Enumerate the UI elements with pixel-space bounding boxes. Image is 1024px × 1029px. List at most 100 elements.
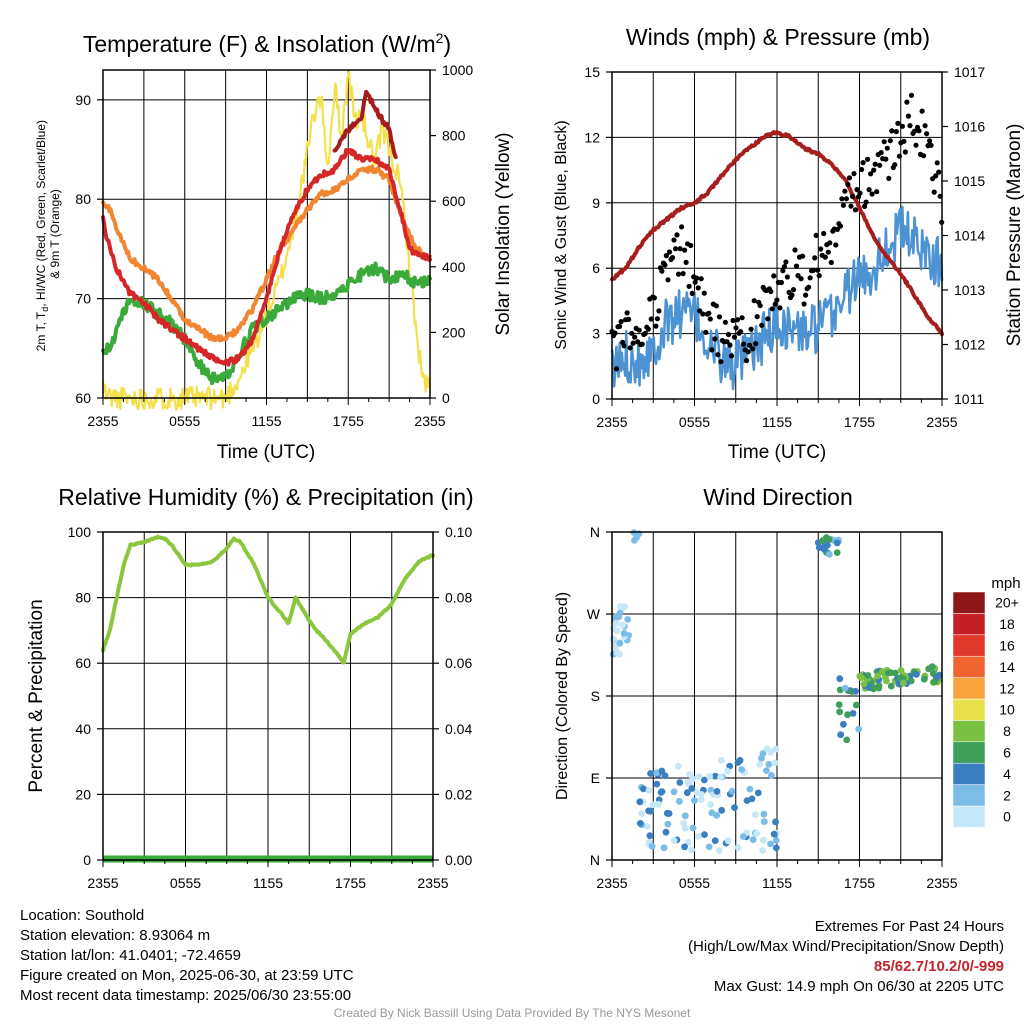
direction-point — [658, 788, 666, 795]
gust-point — [859, 166, 865, 173]
temperature-title: Temperature (F) & Insolation (W/m2) — [83, 30, 451, 57]
gust-point — [793, 263, 800, 269]
gust-point — [617, 323, 623, 329]
direction-point — [617, 603, 624, 610]
direction-point — [706, 773, 713, 780]
gust-point — [653, 323, 659, 329]
gust-point — [815, 267, 821, 273]
gust-point — [769, 306, 775, 312]
direction-point — [649, 801, 657, 809]
gust-point — [771, 273, 777, 279]
gust-point — [744, 357, 750, 364]
legend-label: 4 — [1003, 766, 1011, 782]
gust-point — [659, 268, 665, 274]
gust-point — [701, 290, 707, 296]
gust-point — [928, 142, 934, 148]
y-tick-label: 80 — [75, 191, 91, 207]
y2-tick-label: 800 — [442, 128, 466, 144]
gust-point — [757, 302, 763, 309]
gust-point — [747, 342, 753, 348]
speed-legend: mph 0 2 4 6 8 10 12 14 16 18 20+ — [952, 575, 1021, 828]
y-tick-label: 80 — [75, 590, 91, 606]
y2-tick-label: 1012 — [954, 337, 985, 353]
direction-point — [855, 725, 863, 733]
legend-swatch — [952, 655, 986, 678]
direction-point — [646, 832, 654, 840]
wind-direction-title: Wind Direction — [703, 484, 853, 510]
gust-point — [881, 139, 887, 145]
direction-point — [638, 810, 646, 818]
gust-point — [612, 330, 618, 336]
gust-point — [892, 162, 898, 168]
gust-point — [936, 169, 942, 175]
direction-point — [715, 847, 723, 854]
gust-point — [689, 290, 695, 296]
relative-humidity-line — [101, 534, 435, 665]
gust-point — [846, 175, 853, 181]
direction-point — [858, 674, 865, 681]
gust-point — [694, 275, 700, 281]
direction-point — [711, 837, 719, 845]
gust-point — [849, 193, 856, 199]
gust-point — [818, 246, 824, 252]
direction-point — [713, 811, 721, 819]
y2-tick-label: 1000 — [442, 62, 473, 78]
legend-swatch — [952, 591, 986, 614]
gust-point — [822, 254, 828, 260]
gust-point — [902, 149, 909, 155]
direction-point — [897, 667, 905, 674]
gust-point — [671, 237, 677, 243]
gust-point — [648, 316, 654, 322]
direction-point — [767, 748, 775, 756]
direction-point — [837, 731, 845, 739]
legend-unit: mph — [991, 575, 1020, 592]
dewpoint-line — [101, 261, 432, 386]
winds-panel: Winds (mph) & Pressure (mb) 0 3 6 9 12 15 1011… — [553, 24, 1024, 463]
direction-point — [670, 837, 678, 844]
gust-point — [754, 314, 760, 320]
y2-tick-label: 0.08 — [445, 590, 472, 606]
direction-point — [841, 684, 849, 692]
gust-point — [810, 267, 816, 273]
gust-point — [913, 142, 919, 148]
direction-point — [815, 544, 823, 551]
direction-point — [768, 772, 775, 779]
direction-point — [676, 797, 683, 805]
gust-point — [922, 123, 928, 129]
extremes-subtitle: (High/Low/Max Wind/Precipitation/Snow De… — [688, 938, 1004, 955]
gust-point — [636, 327, 642, 333]
station-pressure-line — [610, 130, 944, 337]
legend-swatch — [952, 762, 986, 785]
gust-point — [695, 285, 701, 291]
station-info: Location: Southold Station elevation: 8.… — [20, 906, 354, 1006]
gust-point — [839, 196, 845, 202]
y2-tick-label: 1011 — [954, 391, 984, 407]
x-tick-label: 2355 — [926, 414, 957, 430]
x-tick-label: 1755 — [333, 413, 364, 429]
gust-point — [833, 242, 839, 248]
y2-tick-label: 0.06 — [445, 655, 472, 671]
gust-point — [904, 99, 910, 105]
gust-point — [886, 175, 892, 181]
gust-point — [703, 329, 709, 335]
latlon-text: Station lat/lon: 41.0401; -72.4659 — [20, 947, 242, 964]
gust-point — [931, 189, 937, 195]
x-tick-label: 0555 — [679, 414, 710, 430]
direction-point — [824, 542, 831, 549]
gust-point — [666, 249, 673, 255]
gust-point — [639, 341, 645, 347]
y-tick-label: 3 — [592, 326, 600, 342]
direction-point — [754, 789, 762, 797]
gust-point — [626, 316, 632, 322]
gust-point — [934, 160, 940, 166]
temperature-y-label: 2m T, Td, HI/WC (Red, Green, Scarlet/Blu… — [34, 117, 62, 352]
gust-point — [792, 247, 798, 253]
gust-point — [682, 247, 688, 253]
gust-point — [893, 129, 899, 135]
gust-point — [718, 359, 724, 365]
direction-point — [833, 549, 841, 556]
gust-point — [837, 223, 844, 229]
gust-point — [728, 353, 735, 359]
y-tick-label: 20 — [75, 786, 91, 802]
location-text: Location: Southold — [20, 907, 145, 924]
